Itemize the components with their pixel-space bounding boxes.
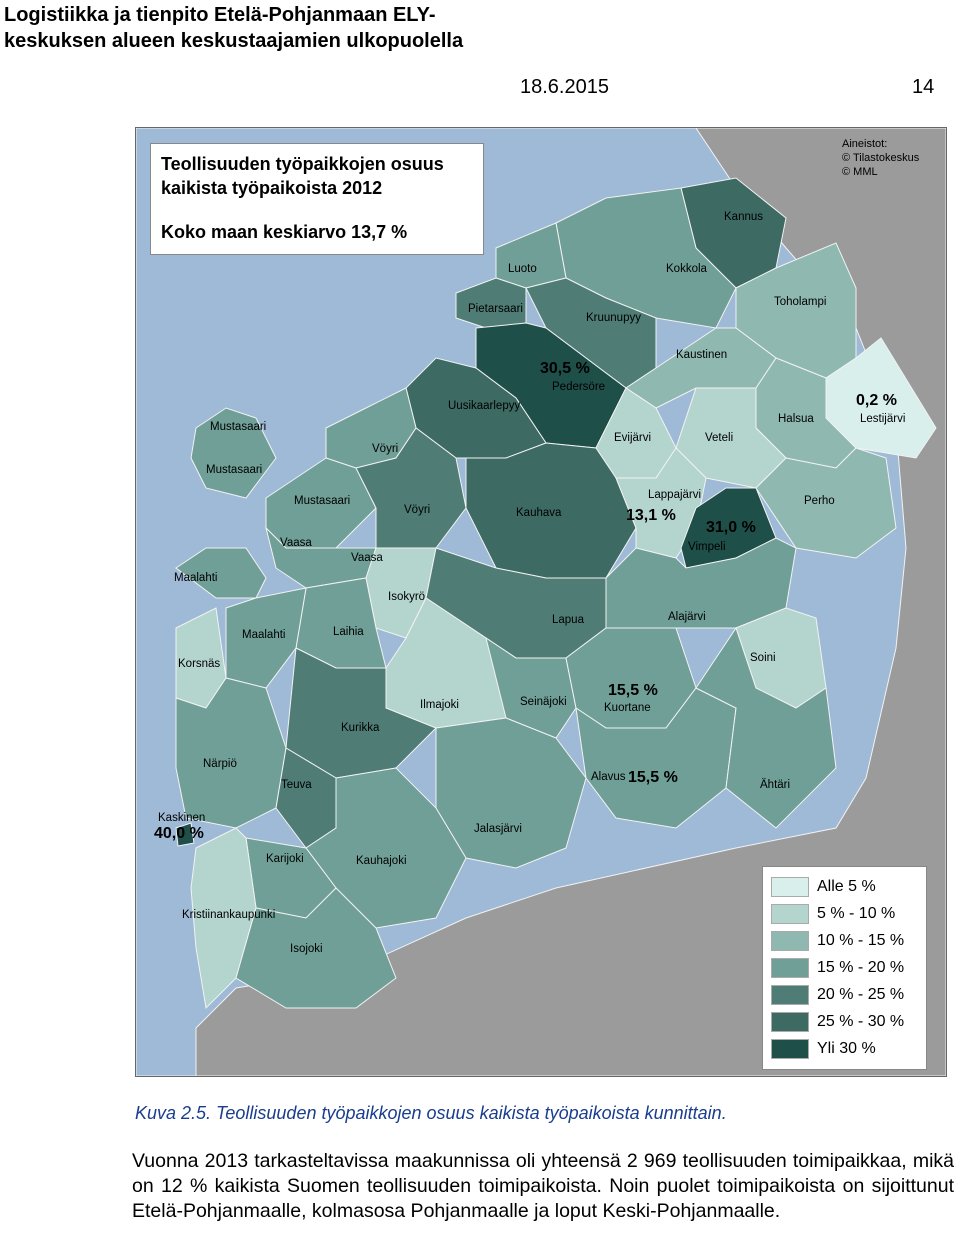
- label-lappajarvi: Lappajärvi: [648, 489, 701, 501]
- label-uusikaarlepyy: Uusikaarlepyy: [448, 400, 520, 412]
- label-ilmajoki: Ilmajoki: [420, 699, 459, 711]
- legend-label: 25 % - 30 %: [817, 1013, 905, 1030]
- region-isojoki: [235, 887, 397, 1009]
- label-kristiinankaupunki: Kristiinankaupunki: [182, 909, 275, 921]
- page-number: 14: [912, 76, 935, 98]
- label-teuva: Teuva: [281, 779, 312, 791]
- legend-label: 5 % - 10 %: [817, 905, 896, 922]
- map-legend: Alle 5 % 5 % - 10 % 10 % - 15 % 15 % - 2…: [762, 866, 927, 1070]
- label-vaasa-a: Vaasa: [280, 537, 312, 549]
- pct-kaskinen: 40,0 %: [154, 825, 204, 842]
- label-lestijarvi: Lestijärvi: [860, 413, 905, 425]
- label-kokkola: Kokkola: [666, 263, 708, 275]
- label-pedersore: Pedersöre: [552, 381, 605, 393]
- legend-label: 15 % - 20 %: [817, 959, 905, 976]
- region-mustasaari-islands: [190, 407, 277, 499]
- label-jalasjarvi: Jalasjärvi: [474, 823, 522, 835]
- body-paragraph: Vuonna 2013 tarkasteltavissa maakunnissa…: [132, 1150, 954, 1222]
- label-perho: Perho: [804, 495, 835, 507]
- label-kannus: Kannus: [724, 211, 763, 223]
- label-maalahti-a: Maalahti: [174, 572, 217, 584]
- label-vimpeli: Vimpeli: [688, 541, 726, 553]
- legend-item: 20 % - 25 %: [771, 985, 921, 1005]
- label-karijoki: Karijoki: [266, 853, 304, 865]
- label-voyri-a: Vöyri: [372, 443, 398, 455]
- region-kaskinen: [175, 822, 195, 847]
- choropleth-map: Kannus Luoto Kokkola Toholampi Pietarsaa…: [135, 127, 947, 1077]
- label-kauhava: Kauhava: [516, 507, 562, 519]
- region-kauhajoki: [305, 767, 467, 929]
- label-korsnas: Korsnäs: [178, 658, 220, 670]
- label-luoto: Luoto: [508, 263, 537, 275]
- document-date: 18.6.2015: [520, 76, 609, 98]
- label-narpio: Närpiö: [203, 758, 237, 770]
- source-tilastokeskus: © Tilastokeskus: [842, 152, 920, 164]
- label-pietarsaari: Pietarsaari: [468, 303, 523, 315]
- label-mustasaari-c: Mustasaari: [294, 495, 350, 507]
- pct-alavus: 15,5 %: [628, 769, 678, 786]
- label-alajarvi: Alajärvi: [668, 611, 706, 623]
- pct-pedersore: 30,5 %: [540, 360, 590, 377]
- legend-item: 25 % - 30 %: [771, 1012, 921, 1032]
- label-toholampi: Toholampi: [774, 296, 826, 308]
- label-mustasaari-a: Mustasaari: [210, 421, 266, 433]
- sources-heading: Aineistot:: [842, 138, 888, 150]
- label-voyri-b: Vöyri: [404, 504, 430, 516]
- label-kauhajoki: Kauhajoki: [356, 855, 407, 867]
- label-seinajoki: Seinäjoki: [520, 696, 567, 708]
- source-mml: © MML: [842, 166, 878, 178]
- label-kuortane: Kuortane: [604, 702, 651, 714]
- label-kruunupyy: Kruunupyy: [586, 312, 641, 324]
- legend-item: 15 % - 20 %: [771, 958, 921, 978]
- legend-label: Alle 5 %: [817, 878, 876, 895]
- label-veteli: Veteli: [705, 432, 733, 444]
- legend-item: Alle 5 %: [771, 877, 921, 897]
- label-halsua: Halsua: [778, 413, 814, 425]
- legend-swatch: [771, 958, 809, 978]
- legend-label: 10 % - 15 %: [817, 932, 905, 949]
- label-lapua: Lapua: [552, 614, 585, 626]
- pct-lappajarvi: 13,1 %: [626, 507, 676, 524]
- figure-caption: Kuva 2.5. Teollisuuden työpaikkojen osuu…: [135, 1103, 727, 1123]
- pct-kuortane: 15,5 %: [608, 682, 658, 699]
- document-header-title: Logistiikka ja tienpito Etelä-Pohjanmaan…: [4, 4, 464, 52]
- region-maalahti-coast: [175, 547, 267, 599]
- legend-item: 10 % - 15 %: [771, 931, 921, 951]
- region-ahtari: [695, 626, 837, 829]
- label-kaskinen: Kaskinen: [158, 812, 205, 824]
- legend-label: 20 % - 25 %: [817, 986, 905, 1003]
- label-soini: Soini: [750, 652, 776, 664]
- map-title-box: Teollisuuden työpaikkojen osuus kaikista…: [150, 143, 484, 255]
- label-mustasaari-b: Mustasaari: [206, 464, 262, 476]
- label-maalahti-b: Maalahti: [242, 629, 285, 641]
- legend-item: Yli 30 %: [771, 1039, 921, 1059]
- label-alavus: Alavus: [591, 771, 626, 783]
- label-kurikka: Kurikka: [341, 722, 380, 734]
- label-ahtari: Ähtäri: [760, 779, 790, 791]
- legend-swatch: [771, 904, 809, 924]
- map-average-note: Koko maan keskiarvo 13,7 %: [161, 222, 408, 242]
- legend-swatch: [771, 985, 809, 1005]
- legend-swatch: [771, 1012, 809, 1032]
- label-isojoki: Isojoki: [290, 943, 323, 955]
- region-perho: [755, 447, 897, 559]
- label-laihia: Laihia: [333, 626, 364, 638]
- map-svg: Kannus Luoto Kokkola Toholampi Pietarsaa…: [136, 128, 946, 1076]
- legend-label: Yli 30 %: [817, 1040, 876, 1057]
- map-title: Teollisuuden työpaikkojen osuus kaikista…: [161, 154, 444, 198]
- pct-vimpeli: 31,0 %: [706, 519, 756, 536]
- legend-item: 5 % - 10 %: [771, 904, 921, 924]
- label-evijarvi: Evijärvi: [614, 432, 651, 444]
- legend-swatch: [771, 877, 809, 897]
- legend-swatch: [771, 1039, 809, 1059]
- map-sources: Aineistot: © Tilastokeskus © MML: [842, 137, 919, 179]
- label-isokyro: Isokyrö: [388, 591, 425, 603]
- pct-lestijarvi: 0,2 %: [856, 392, 897, 409]
- label-vaasa-b: Vaasa: [351, 552, 383, 564]
- label-kaustinen: Kaustinen: [676, 349, 727, 361]
- legend-swatch: [771, 931, 809, 951]
